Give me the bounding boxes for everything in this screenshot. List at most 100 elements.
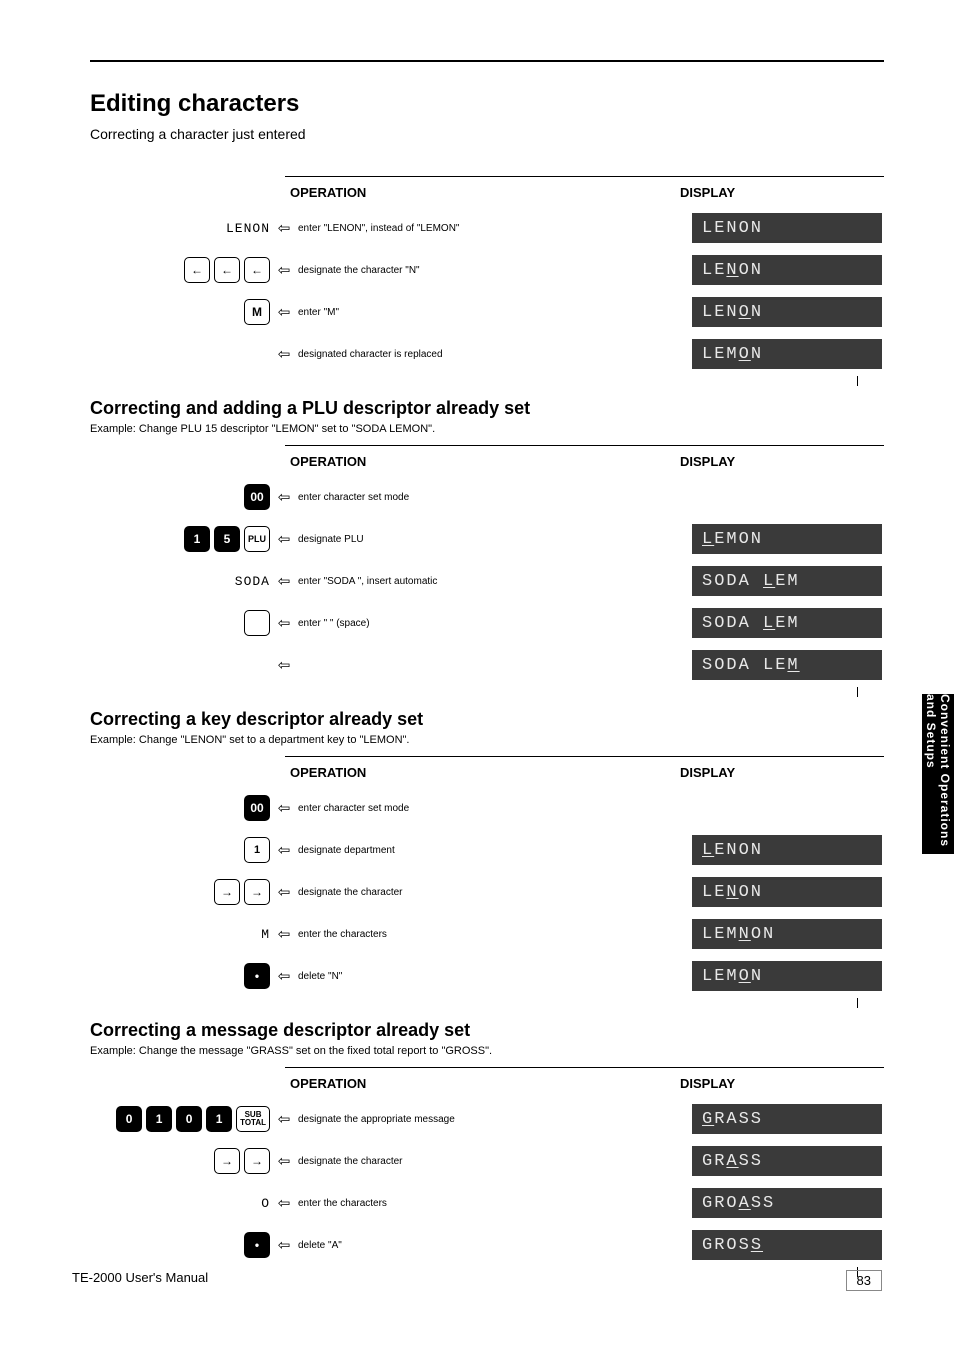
section3-title: Correcting a key descriptor already set bbox=[90, 709, 884, 730]
step-description: enter the characters bbox=[298, 928, 692, 941]
lcd-display: LEMON bbox=[692, 524, 882, 554]
key-button[interactable]: → bbox=[244, 879, 270, 905]
key-button[interactable]: M bbox=[244, 299, 270, 325]
lcd-display: GROSS bbox=[692, 1230, 882, 1260]
key-button[interactable]: SUBTOTAL bbox=[236, 1106, 270, 1132]
display-tab bbox=[694, 687, 884, 699]
arrow-icon: ⇦ bbox=[270, 572, 298, 590]
step-row: 0101SUBTOTAL⇦designate the appropriate m… bbox=[90, 1099, 884, 1139]
lcd-display: LEMON bbox=[692, 961, 882, 991]
keys-cell: 00 bbox=[90, 795, 270, 821]
lcd-display: SODA LEM bbox=[692, 608, 882, 638]
key-button[interactable]: → bbox=[244, 1148, 270, 1174]
key-button[interactable]: 1 bbox=[184, 526, 210, 552]
key-button[interactable]: • bbox=[244, 1232, 270, 1258]
section2-title: Correcting and adding a PLU descriptor a… bbox=[90, 398, 884, 419]
lcd-display: LENON bbox=[692, 297, 882, 327]
section2-desc: Example: Change PLU 15 descriptor "LEMON… bbox=[90, 423, 884, 435]
arrow-icon: ⇦ bbox=[270, 656, 298, 674]
key-button[interactable]: 1 bbox=[146, 1106, 172, 1132]
key-button[interactable]: 0 bbox=[176, 1106, 202, 1132]
lcd-display: SODA LEM bbox=[692, 566, 882, 596]
page-subtitle: Correcting a character just entered bbox=[90, 126, 884, 142]
lcd-display: LENON bbox=[692, 877, 882, 907]
step-row: M⇦enter the charactersLEMNON bbox=[90, 914, 884, 954]
key-button[interactable]: • bbox=[244, 963, 270, 989]
keys-cell: 15PLU bbox=[90, 526, 270, 552]
step-description: enter "SODA ", insert automatic bbox=[298, 575, 692, 588]
step-row: →→⇦designate the characterGRASS bbox=[90, 1141, 884, 1181]
keys-cell: M bbox=[90, 299, 270, 325]
arrow-icon: ⇦ bbox=[270, 967, 298, 985]
step-row: LENON⇦enter "LENON", instead of "LEMON"L… bbox=[90, 208, 884, 248]
step-description: designate the character bbox=[298, 1155, 692, 1168]
step-description: enter "LENON", instead of "LEMON" bbox=[298, 222, 692, 235]
section4-desc: Example: Change the message "GRASS" set … bbox=[90, 1045, 884, 1057]
side-tab: Convenient Operations and Setups bbox=[922, 694, 954, 854]
step-row: ←←←⇦designate the character "N"LENON bbox=[90, 250, 884, 290]
lcd-display: SODA LEM bbox=[692, 650, 882, 680]
key-button[interactable]: → bbox=[214, 1148, 240, 1174]
key-button[interactable]: 00 bbox=[244, 484, 270, 510]
col-display: DISPLAY bbox=[680, 454, 750, 469]
step-row: •⇦delete "A"GROSS bbox=[90, 1225, 884, 1265]
key-button[interactable]: 1 bbox=[206, 1106, 232, 1132]
keys-cell: O bbox=[90, 1196, 270, 1211]
key-button[interactable]: PLU bbox=[244, 526, 270, 552]
keys-cell: 00 bbox=[90, 484, 270, 510]
section2-rows: 00⇦enter character set mode15PLU⇦designa… bbox=[90, 477, 884, 699]
keys-cell: →→ bbox=[90, 879, 270, 905]
keys-cell: M bbox=[90, 927, 270, 942]
step-row: 15PLU⇦designate PLULEMON bbox=[90, 519, 884, 559]
display-tab bbox=[694, 376, 884, 388]
arrow-icon: ⇦ bbox=[270, 530, 298, 548]
col-display: DISPLAY bbox=[680, 1076, 750, 1091]
typed-text: O bbox=[261, 1196, 270, 1211]
keys-cell: 1 bbox=[90, 837, 270, 863]
step-row: →→⇦designate the characterLENON bbox=[90, 872, 884, 912]
arrow-icon: ⇦ bbox=[270, 303, 298, 321]
lcd-display: GROASS bbox=[692, 1188, 882, 1218]
col-operation: OPERATION bbox=[290, 765, 370, 780]
key-button[interactable] bbox=[244, 610, 270, 636]
keys-cell: LENON bbox=[90, 221, 270, 236]
step-description: designate department bbox=[298, 844, 692, 857]
keys-cell bbox=[90, 610, 270, 636]
step-description: enter "M" bbox=[298, 306, 692, 319]
key-button[interactable]: ← bbox=[214, 257, 240, 283]
key-button[interactable]: → bbox=[214, 879, 240, 905]
step-row: ⇦enter " " (space)SODA LEM bbox=[90, 603, 884, 643]
key-button[interactable]: ← bbox=[244, 257, 270, 283]
key-button[interactable]: ← bbox=[184, 257, 210, 283]
step-row: ⇦designated character is replacedLEMON bbox=[90, 334, 884, 374]
arrow-icon: ⇦ bbox=[270, 614, 298, 632]
arrow-icon: ⇦ bbox=[270, 261, 298, 279]
arrow-icon: ⇦ bbox=[270, 1110, 298, 1128]
step-description: designate PLU bbox=[298, 533, 692, 546]
step-description: enter the characters bbox=[298, 1197, 692, 1210]
key-button[interactable]: 0 bbox=[116, 1106, 142, 1132]
step-row: ⇦ SODA LEM bbox=[90, 645, 884, 685]
lcd-display: LENON bbox=[692, 835, 882, 865]
key-button[interactable]: 5 bbox=[214, 526, 240, 552]
page-number: 83 bbox=[846, 1270, 882, 1291]
typed-text: M bbox=[261, 927, 270, 942]
col-display: DISPLAY bbox=[680, 185, 750, 200]
step-description: enter character set mode bbox=[298, 802, 692, 815]
typed-text: LENON bbox=[226, 221, 270, 236]
key-button[interactable]: 1 bbox=[244, 837, 270, 863]
section4-rows: 0101SUBTOTAL⇦designate the appropriate m… bbox=[90, 1099, 884, 1279]
section3-desc: Example: Change "LENON" set to a departm… bbox=[90, 734, 884, 746]
keys-cell: • bbox=[90, 1232, 270, 1258]
keys-cell: ←←← bbox=[90, 257, 270, 283]
step-description: delete "N" bbox=[298, 970, 692, 983]
step-description: enter " " (space) bbox=[298, 617, 692, 630]
step-description: designate the appropriate message bbox=[298, 1113, 692, 1126]
lcd-display: LENON bbox=[692, 255, 882, 285]
arrow-icon: ⇦ bbox=[270, 345, 298, 363]
keys-cell: →→ bbox=[90, 1148, 270, 1174]
key-button[interactable]: 00 bbox=[244, 795, 270, 821]
lcd-display: GRASS bbox=[692, 1104, 882, 1134]
arrow-icon: ⇦ bbox=[270, 1236, 298, 1254]
col-operation: OPERATION bbox=[290, 1076, 370, 1091]
